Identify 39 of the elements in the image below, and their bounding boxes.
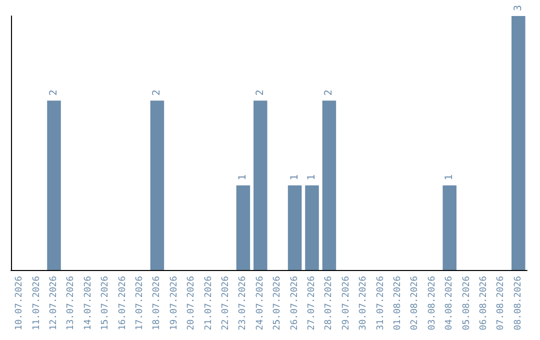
x-tick-label: 13.07.2026 xyxy=(66,276,76,330)
x-tick-label: 14.07.2026 xyxy=(83,276,94,330)
data-label: 3 xyxy=(512,4,524,11)
x-tick-label: 06.08.2026 xyxy=(479,276,489,330)
x-tick-label: 22.07.2026 xyxy=(221,276,231,330)
data-label: 1 xyxy=(306,174,318,180)
data-label: 2 xyxy=(324,90,335,96)
x-tick-label: 01.08.2026 xyxy=(393,276,403,330)
x-tick-label: 25.07.2026 xyxy=(272,276,283,330)
x-tick-label: 11.07.2026 xyxy=(32,276,42,330)
x-tick-label: 27.07.2026 xyxy=(307,276,317,330)
x-tick-label: 31.07.2026 xyxy=(376,276,386,330)
data-label: 1 xyxy=(444,174,456,180)
x-tick-label: 18.07.2026 xyxy=(152,276,162,330)
x-tick-label: 23.07.2026 xyxy=(238,276,248,330)
x-tick-label: 03.08.2026 xyxy=(427,276,438,330)
x-tick-label: 21.07.2026 xyxy=(204,276,214,330)
data-label: 1 xyxy=(238,174,249,180)
x-tick-label: 28.07.2026 xyxy=(324,276,334,330)
x-tick-label: 30.07.2026 xyxy=(358,276,369,330)
x-tick-label: 17.07.2026 xyxy=(135,276,145,330)
x-tick-label: 04.08.2026 xyxy=(444,276,455,330)
x-tick-label: 29.07.2026 xyxy=(341,276,352,330)
x-tick-label: 07.08.2026 xyxy=(496,276,506,330)
x-tick-label: 12.07.2026 xyxy=(49,276,59,330)
x-tick-label: 19.07.2026 xyxy=(169,276,180,330)
data-label: 2 xyxy=(254,90,266,96)
x-tick-label: 26.07.2026 xyxy=(290,276,300,330)
data-label: 1 xyxy=(289,174,300,180)
x-tick-label: 24.07.2026 xyxy=(255,276,266,330)
x-tick-label: 15.07.2026 xyxy=(100,276,111,330)
x-tick-label: 20.07.2026 xyxy=(186,276,197,330)
data-label: 2 xyxy=(152,90,163,96)
x-tick-label: 02.08.2026 xyxy=(410,276,420,330)
x-tick-label: 10.07.2026 xyxy=(14,276,25,330)
x-tick-label: 05.08.2026 xyxy=(462,276,472,330)
x-tick-label: 08.08.2026 xyxy=(513,276,524,330)
data-label: 2 xyxy=(48,90,60,96)
x-tick-label: 16.07.2026 xyxy=(118,276,128,330)
